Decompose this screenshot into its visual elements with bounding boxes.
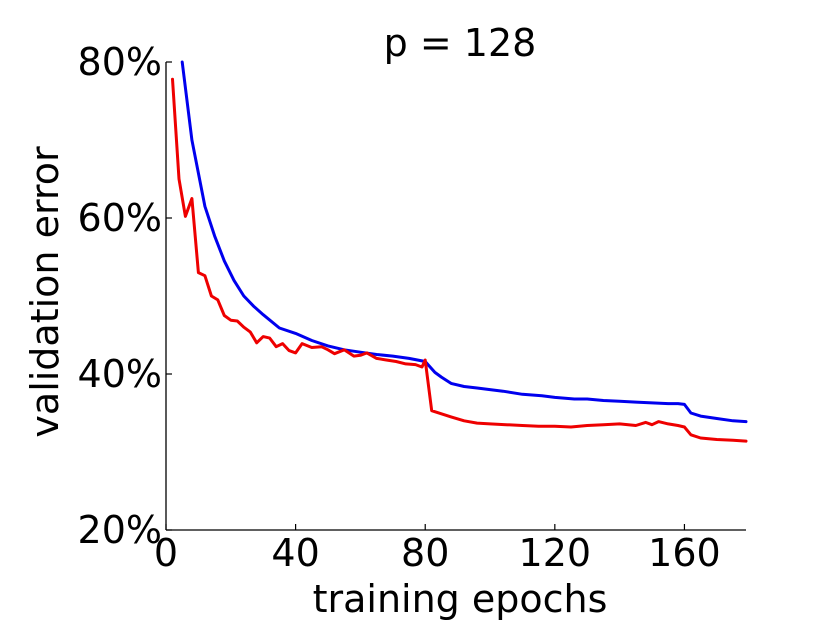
y-axis-title: validation error [23,146,67,438]
y-tick-label: 40% [78,352,162,396]
x-axis-title: training epochs [313,577,608,621]
series-line-red [171,77,748,443]
y-tick-label: 20% [78,508,162,552]
chart-title: p = 128 [384,21,537,65]
series-line-blue [180,60,748,424]
x-tick-label: 0 [154,531,178,575]
series-layer [171,60,748,443]
axes-frame [165,62,746,531]
x-tick-label: 80 [401,531,449,575]
x-tick-label: 120 [519,531,592,575]
y-tick-label: 60% [78,196,162,240]
y-tick-label: 80% [78,40,162,84]
x-tick-label: 40 [271,531,319,575]
ticks-layer: 0 40 80 120 160 20% 40% 60% 80% [78,40,721,575]
x-tick-label: 160 [648,531,721,575]
